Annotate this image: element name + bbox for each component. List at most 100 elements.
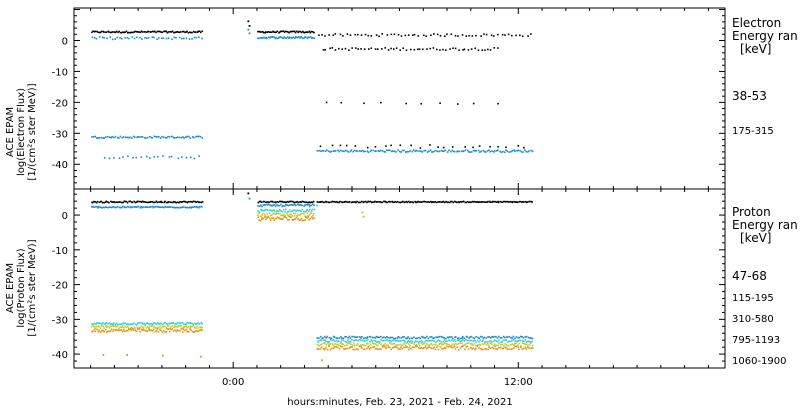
data-point <box>277 212 280 215</box>
data-point <box>178 31 181 34</box>
data-point <box>518 339 521 342</box>
data-point <box>517 344 519 347</box>
data-point <box>490 34 493 37</box>
data-point <box>378 150 381 153</box>
data-point <box>138 326 140 329</box>
data-point <box>170 201 172 204</box>
data-point <box>301 30 304 33</box>
data-point <box>398 150 401 153</box>
data-point <box>164 325 166 328</box>
data-point <box>129 200 132 203</box>
data-point <box>139 327 141 329</box>
data-point <box>140 156 143 158</box>
data-point <box>429 149 432 152</box>
data-point <box>403 343 406 345</box>
data-point <box>336 340 339 343</box>
data-point <box>459 342 462 344</box>
data-point <box>144 329 147 332</box>
data-point <box>375 343 378 346</box>
data-point <box>127 329 129 332</box>
data-point <box>128 37 130 40</box>
data-point <box>395 151 397 153</box>
data-point <box>131 31 134 34</box>
data-point <box>402 339 404 342</box>
data-point <box>338 201 340 204</box>
data-point <box>440 201 443 203</box>
data-point <box>248 25 251 27</box>
data-point <box>95 325 98 328</box>
data-point <box>156 327 159 329</box>
data-point <box>181 30 184 33</box>
data-point <box>365 339 368 342</box>
data-point <box>186 326 188 329</box>
data-point <box>366 150 369 152</box>
data-point <box>248 32 251 35</box>
data-point <box>502 150 504 153</box>
data-point <box>329 348 332 351</box>
data-point <box>161 325 164 328</box>
data-point <box>449 340 451 342</box>
y-tick-label: -10 <box>52 246 68 257</box>
data-point <box>176 206 179 209</box>
data-point <box>348 200 351 203</box>
data-point <box>261 37 264 39</box>
data-point <box>296 200 299 203</box>
data-point <box>266 31 268 34</box>
data-point <box>126 323 128 326</box>
electron-legend-entry: 175-315 <box>732 126 774 137</box>
data-point <box>182 30 185 33</box>
data-point <box>159 137 162 139</box>
data-point <box>508 151 511 153</box>
data-point <box>119 329 122 331</box>
data-point <box>278 217 280 219</box>
data-point <box>497 102 499 105</box>
data-point <box>286 36 289 39</box>
data-point <box>247 28 250 31</box>
data-point <box>148 206 150 209</box>
data-point <box>381 33 384 35</box>
data-point <box>323 201 326 204</box>
data-point <box>195 205 198 208</box>
data-point <box>191 322 193 325</box>
data-point <box>324 150 327 153</box>
data-point <box>150 329 152 331</box>
proton-y-label-line2: log(Proton Flux) <box>16 248 27 327</box>
data-point <box>124 206 126 209</box>
data-point <box>386 201 388 204</box>
data-point <box>352 150 354 153</box>
data-point <box>385 201 387 203</box>
data-point <box>261 30 264 33</box>
data-point <box>134 30 137 33</box>
data-point <box>167 206 170 208</box>
data-point <box>268 201 271 204</box>
data-point <box>301 208 304 211</box>
data-point <box>418 201 421 203</box>
data-point <box>487 341 489 343</box>
data-point <box>159 325 161 328</box>
data-point <box>472 337 475 339</box>
data-point <box>465 346 468 348</box>
data-point <box>306 212 309 215</box>
data-point <box>413 336 415 338</box>
data-point <box>318 201 320 203</box>
data-point <box>279 30 282 33</box>
data-point <box>304 201 306 204</box>
data-point <box>419 150 421 152</box>
data-point <box>338 347 341 350</box>
data-point <box>130 329 133 331</box>
data-point <box>489 49 492 51</box>
data-point <box>307 31 309 34</box>
data-point <box>110 136 113 139</box>
data-point <box>370 35 373 37</box>
data-point <box>134 206 136 208</box>
data-point <box>426 201 428 203</box>
data-point <box>385 344 388 346</box>
data-point <box>499 200 501 203</box>
data-point <box>497 149 499 152</box>
data-point <box>342 343 344 346</box>
data-point <box>272 201 274 203</box>
data-point <box>416 345 418 348</box>
data-point <box>304 215 306 218</box>
data-point <box>269 204 272 207</box>
data-point <box>438 340 441 342</box>
